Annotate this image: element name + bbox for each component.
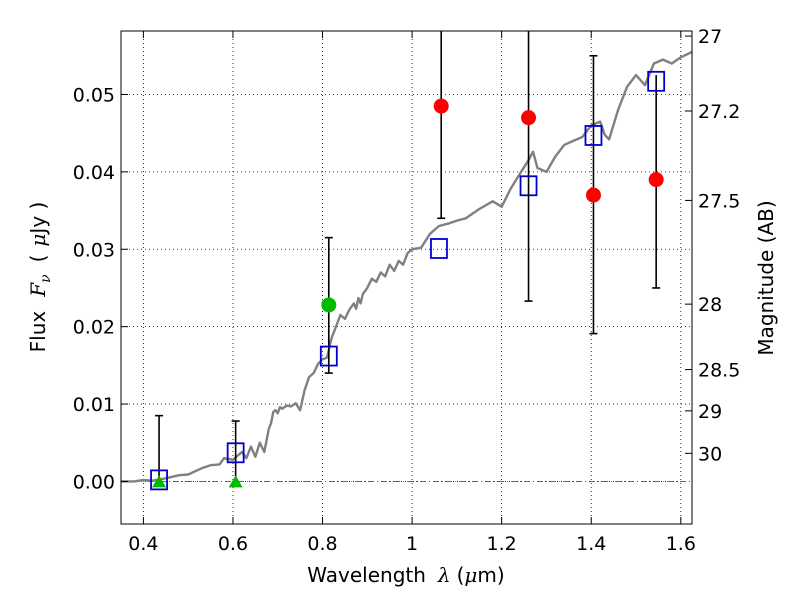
axis-ticks: 0.4 0.6 0.8 1 1.2 1.4 1.6 0.00 0.01 0.02 0.03 0.04 0… [73,26,741,555]
x-tick-label: 0.6 [218,533,248,555]
y-tick-label: 0.04 [73,162,115,184]
y-axis-unit-mu: μ [26,234,50,247]
y-axis-unit-rest: Jy ) [26,202,50,236]
x-axis-label: Wavelength [307,563,426,587]
detection-point [585,187,601,203]
y-axis-label: Flux [26,311,50,353]
x-axis-unit-mu: μ [464,563,477,587]
error-bars [155,31,661,482]
grid [121,31,692,524]
x-tick-label: 1.4 [576,533,606,555]
model-band-square [584,125,603,146]
right-tick-label: 29 [698,401,722,423]
y-axis-title: Flux Fν ( μJy ) [26,202,54,353]
x-tick-label: 1.2 [487,533,517,555]
x-tick-label: 0.8 [307,533,337,555]
x-axis-title: Wavelength λ (μm) [307,563,504,587]
model-band-square [430,238,448,259]
x-axis-unit-rest: m) [477,563,504,587]
model-band-square [647,70,666,92]
right-tick-label: 27 [698,26,722,48]
y-axis-unit-open: ( [26,255,50,263]
model-band-square [519,175,538,197]
right-tick-label: 28.5 [698,360,740,382]
upper-limit-triangle [228,475,243,488]
data-markers [150,70,666,491]
model-band-square [150,469,168,491]
right-tick-label: 28 [698,294,722,316]
upper-limit-triangle [152,475,167,488]
model-band-square [226,442,245,464]
x-tick-label: 0.4 [128,533,158,555]
detection-point [433,98,449,114]
x-axis-symbol: λ [437,563,451,587]
x-axis-unit-open: ( [457,563,465,587]
detection-point [321,297,337,313]
x-tick-label: 1.6 [666,533,696,555]
detection-point [648,172,664,188]
y-tick-label: 0.02 [73,317,115,339]
plot-frame [120,30,693,525]
y-tick-label: 0.05 [73,84,115,106]
model-band-square [319,345,338,367]
right-tick-label: 27.5 [698,190,740,212]
right-axis-title: Magnitude (AB) [754,200,778,355]
detection-point [521,110,537,126]
y-axis-symbol: F [26,282,50,298]
right-tick-label: 30 [698,443,722,465]
y-tick-label: 0.00 [73,471,115,493]
y-tick-label: 0.01 [73,394,115,416]
y-tick-label: 0.03 [73,239,115,261]
right-tick-label: 27.2 [698,101,740,123]
x-tick-label: 1 [406,533,418,555]
spectrum-line [121,50,692,483]
y-axis-subscript: ν [38,274,54,283]
model-spectrum [121,50,692,483]
